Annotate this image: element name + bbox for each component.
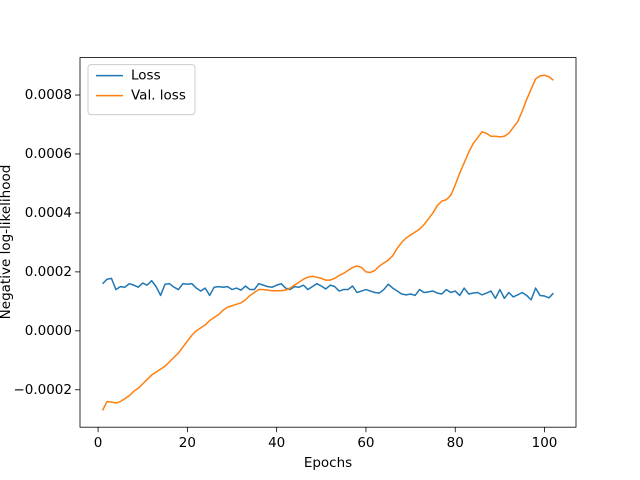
axes-frame (79, 57, 577, 428)
legend-box (87, 64, 196, 116)
x-tick-label: 20 (179, 435, 196, 451)
series-line (102, 277, 554, 301)
y-tick-label: 0.0004 (25, 205, 72, 221)
y-tick-label: 0.0000 (25, 323, 72, 339)
y-tick-label: −0.0002 (13, 382, 72, 398)
y-axis-label: Negative log-likelihood (0, 165, 14, 320)
series-line (101, 74, 554, 411)
y-tick-label: 0.0002 (25, 264, 72, 280)
x-tick-label: 80 (447, 435, 464, 451)
legend-label: Val. loss (131, 88, 186, 104)
x-axis-label: Epochs (304, 455, 352, 471)
x-tick-label: 0 (94, 435, 103, 451)
legend-label: Loss (131, 68, 161, 84)
x-tick-label: 60 (357, 435, 374, 451)
x-tick-label: 100 (532, 435, 558, 451)
y-tick-label: 0.0008 (25, 87, 72, 103)
y-tick-label: 0.0006 (25, 146, 72, 162)
x-tick-label: 40 (268, 435, 285, 451)
legend: Loss Val. loss (87, 64, 196, 116)
